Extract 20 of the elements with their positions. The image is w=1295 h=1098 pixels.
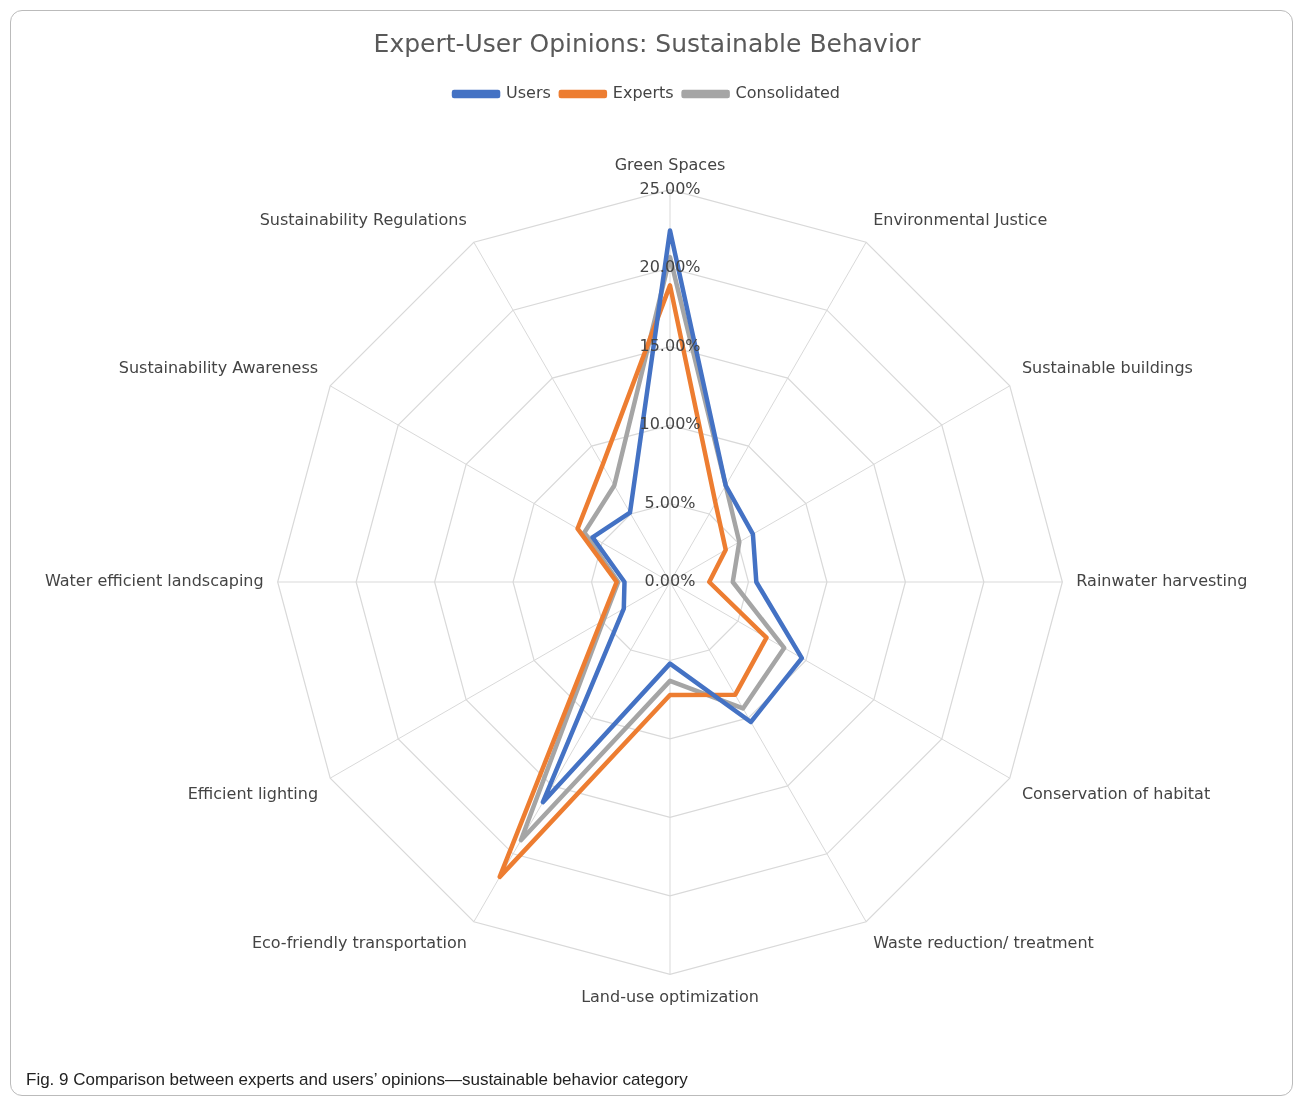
spoke-label: Sustainable buildings bbox=[1021, 358, 1193, 378]
spoke-label: Waste reduction/ treatment bbox=[873, 932, 1094, 952]
spoke-label: Land-use optimization bbox=[581, 987, 759, 1007]
spoke-label: Rainwater harvesting bbox=[1076, 571, 1248, 591]
legend-label: Experts bbox=[612, 83, 674, 103]
y-tick-label: 5.00% bbox=[644, 492, 696, 512]
spoke-label: Water efficient landscaping bbox=[44, 571, 264, 591]
legend-label: Consolidated bbox=[735, 83, 840, 103]
spoke-label: Sustainability Awareness bbox=[118, 358, 319, 378]
spoke-label: Conservation of habitat bbox=[1021, 783, 1211, 803]
spoke-label: Environmental Justice bbox=[873, 209, 1048, 229]
spoke-label: Eco-friendly transportation bbox=[251, 932, 467, 952]
caption: Fig. 9 Comparison between experts and users’ opinions—sustainable behavior category bbox=[26, 1070, 688, 1090]
spoke-label: Efficient lighting bbox=[187, 783, 319, 803]
legend-label: Users bbox=[506, 83, 551, 103]
y-tick-label: 0.00% bbox=[644, 571, 696, 591]
spoke-label: Sustainability Regulations bbox=[259, 209, 467, 229]
y-tick-label: 25.00% bbox=[639, 178, 701, 198]
chart-title: Expert-User Opinions: Sustainable Behavior bbox=[373, 28, 922, 58]
spoke-label: Green Spaces bbox=[614, 155, 726, 175]
